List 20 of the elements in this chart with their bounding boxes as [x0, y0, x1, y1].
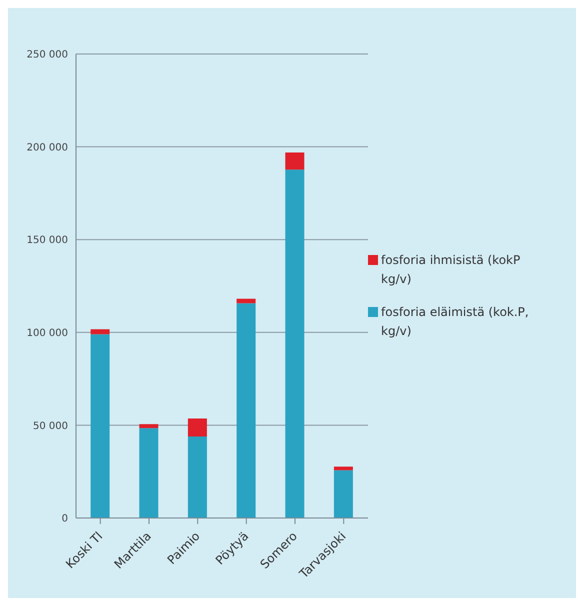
bar: [236, 298, 256, 304]
legend-label: fosforia eläimistä (kok.P, kg/v): [381, 304, 530, 340]
bar: [285, 152, 304, 170]
bar: [90, 334, 110, 518]
y-tick-label: 200 000: [26, 142, 68, 154]
bar: [188, 418, 207, 437]
bar: [285, 170, 304, 518]
y-tick-label: 0: [62, 514, 68, 525]
bar: [90, 329, 110, 334]
bar: [236, 303, 256, 518]
legend-label: fosforia ihmisistä (kokP kg/v): [381, 252, 522, 288]
bar: [188, 436, 207, 518]
y-tick-label: 100 000: [26, 328, 68, 339]
y-tick-label: 150 000: [26, 235, 68, 246]
bar: [334, 466, 353, 470]
y-tick-label: 250 000: [26, 50, 68, 61]
bar: [139, 424, 158, 428]
bar: [139, 428, 158, 518]
y-tick-label: 50 000: [33, 420, 68, 432]
bar: [334, 470, 353, 518]
